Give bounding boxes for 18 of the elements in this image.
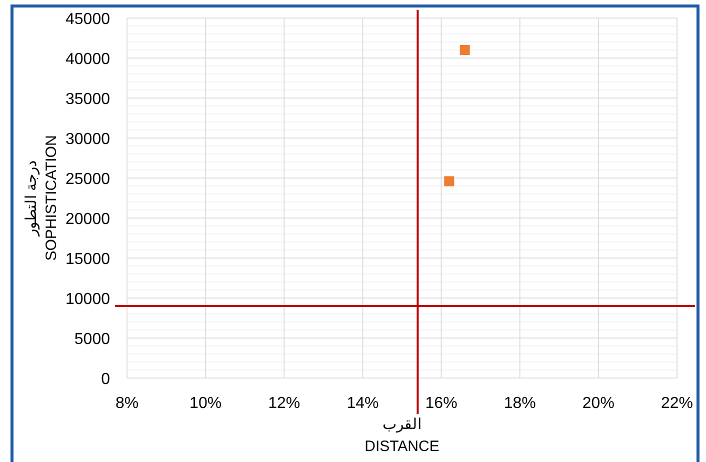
y-tick-label: 30000: [66, 131, 110, 148]
y-tick-label: 25000: [66, 171, 110, 188]
y-tick-label: 45000: [66, 11, 110, 28]
x-tick-label: 22%: [660, 395, 694, 412]
x-tick-label: 16%: [425, 395, 458, 412]
y-tick-label: 40000: [66, 51, 110, 68]
x-tick-label: 8%: [115, 395, 139, 412]
y-tick-label: 10000: [66, 291, 110, 308]
y-tick-label: 35000: [66, 91, 110, 108]
x-tick-label: 10%: [190, 395, 222, 412]
y-tick-label: 20000: [66, 211, 110, 228]
y-tick-label: 5000: [74, 331, 110, 348]
x-tick-label: 14%: [346, 395, 379, 412]
y-tick-label: 0: [101, 371, 110, 388]
x-tick-label: 20%: [582, 395, 614, 412]
y-tick-label: 15000: [66, 251, 110, 268]
x-tick-label: 18%: [504, 395, 536, 412]
x-tick-label: 12%: [268, 395, 300, 412]
